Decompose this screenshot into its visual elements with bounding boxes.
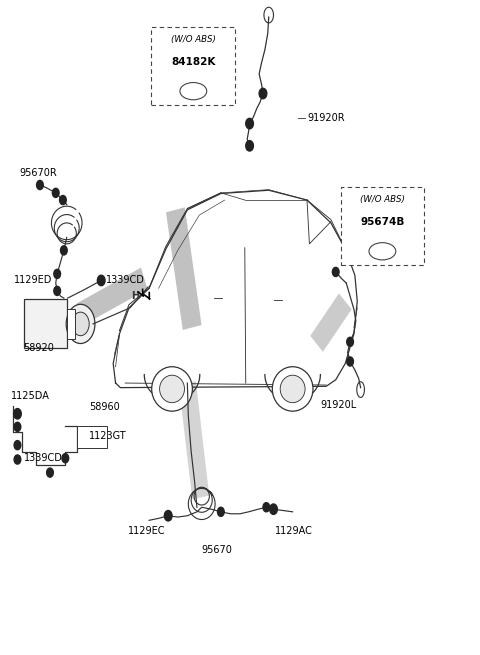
Ellipse shape (280, 375, 305, 403)
Circle shape (60, 246, 67, 255)
Circle shape (36, 180, 43, 189)
Polygon shape (310, 293, 352, 352)
Text: 58960: 58960 (89, 402, 120, 412)
Text: (W/O ABS): (W/O ABS) (171, 35, 216, 44)
Ellipse shape (180, 83, 207, 100)
Ellipse shape (369, 242, 396, 260)
FancyBboxPatch shape (152, 27, 235, 105)
Polygon shape (76, 268, 147, 326)
Circle shape (52, 188, 59, 197)
Text: 1123GT: 1123GT (89, 431, 127, 441)
FancyBboxPatch shape (77, 426, 107, 449)
Text: (W/O ABS): (W/O ABS) (360, 195, 405, 204)
Text: 1339CD: 1339CD (24, 453, 62, 463)
Ellipse shape (152, 367, 192, 411)
Circle shape (66, 305, 95, 343)
Ellipse shape (159, 375, 184, 403)
Text: 91920L: 91920L (321, 400, 357, 409)
Circle shape (332, 267, 339, 276)
Text: 1125DA: 1125DA (11, 391, 50, 401)
Text: 1129EC: 1129EC (128, 527, 165, 536)
Circle shape (72, 312, 89, 335)
Circle shape (14, 455, 21, 464)
Text: 95674B: 95674B (360, 217, 405, 227)
Circle shape (14, 441, 21, 450)
Circle shape (246, 119, 253, 129)
Text: 1129AC: 1129AC (275, 527, 312, 536)
Circle shape (13, 409, 21, 419)
Circle shape (97, 275, 105, 286)
FancyBboxPatch shape (340, 187, 424, 265)
Text: 58920: 58920 (24, 343, 55, 354)
Circle shape (54, 286, 60, 295)
Circle shape (263, 502, 270, 512)
Polygon shape (166, 208, 202, 330)
Circle shape (246, 141, 253, 151)
Circle shape (54, 269, 60, 278)
Circle shape (165, 511, 171, 520)
Text: H: H (132, 291, 140, 301)
Ellipse shape (272, 367, 313, 411)
Circle shape (259, 88, 267, 99)
Circle shape (270, 504, 277, 514)
Circle shape (14, 422, 21, 432)
Circle shape (347, 357, 353, 366)
Circle shape (47, 468, 53, 477)
FancyBboxPatch shape (24, 299, 67, 348)
Text: 95670: 95670 (202, 545, 233, 555)
Text: 1129ED: 1129ED (14, 276, 52, 286)
Polygon shape (179, 381, 209, 499)
Text: 84182K: 84182K (171, 57, 216, 67)
Text: 95670R: 95670R (20, 168, 58, 178)
Text: 91920R: 91920R (307, 113, 345, 123)
Circle shape (164, 510, 172, 521)
Circle shape (347, 337, 353, 346)
Text: 1339CD: 1339CD (106, 276, 145, 286)
Circle shape (217, 507, 224, 516)
Circle shape (62, 454, 69, 463)
FancyBboxPatch shape (67, 309, 75, 339)
Circle shape (60, 195, 66, 204)
